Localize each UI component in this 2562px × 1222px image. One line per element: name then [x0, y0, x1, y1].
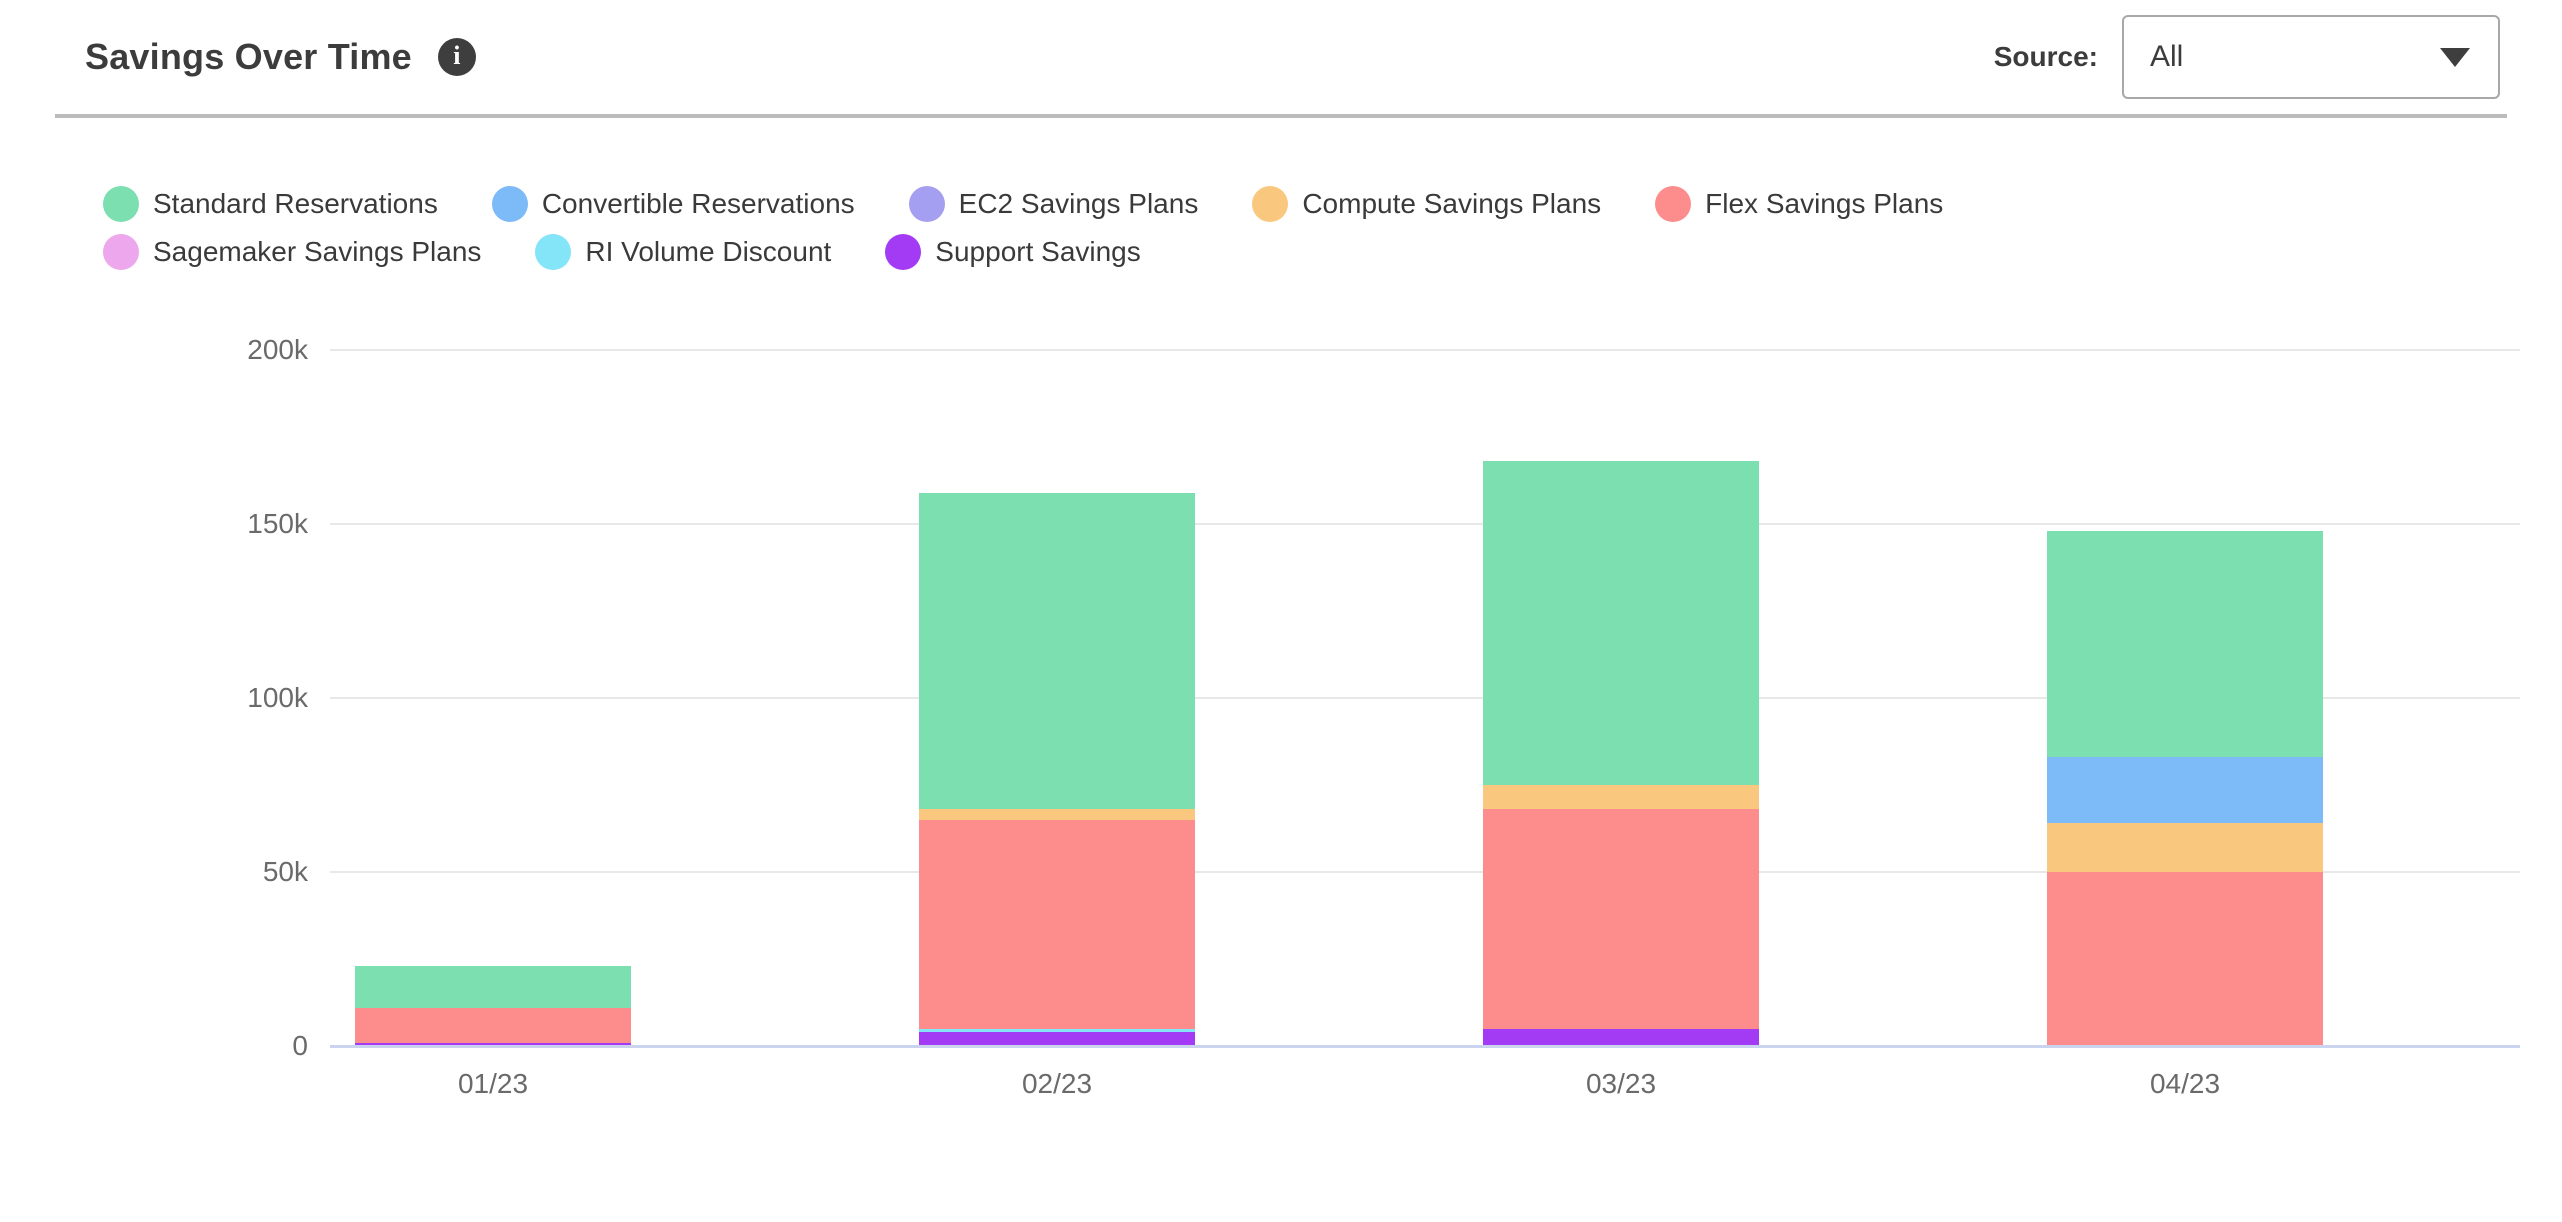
legend-label: Flex Savings Plans: [1705, 188, 1944, 219]
gridline-150k: [330, 523, 2520, 525]
source-dropdown[interactable]: All: [2122, 15, 2500, 99]
bar-segment-standard-reservations-01-23[interactable]: [355, 965, 631, 1008]
bar-segment-support-savings-03-23[interactable]: [1483, 1028, 1759, 1046]
legend-label: Standard Reservations: [153, 188, 438, 219]
legend-label: EC2 Savings Plans: [958, 188, 1199, 219]
legend-dot-icon: [103, 186, 139, 222]
header-divider: [55, 114, 2507, 118]
legend-item-support-savings[interactable]: Support Savings: [885, 234, 1141, 270]
source-filter: Source: All: [1994, 15, 2500, 99]
x-axis-baseline: [330, 1045, 2520, 1048]
bar-segment-support-savings-02-23[interactable]: [919, 1032, 1195, 1046]
legend-dot-icon: [885, 234, 922, 270]
source-dropdown-value: All: [2150, 40, 2184, 73]
gridline-100k: [330, 697, 2520, 699]
bar-segment-compute-savings-plans-04-23[interactable]: [2047, 823, 2323, 872]
legend-dot-icon: [1252, 186, 1289, 222]
chart-legend: Standard Reservations Convertible Reserva…: [103, 186, 2063, 270]
bar-segment-ri-volume-discount-02-23[interactable]: [919, 1028, 1195, 1033]
legend-item-standard-reservations[interactable]: Standard Reservations: [103, 186, 438, 222]
bar-segment-compute-savings-plans-03-23[interactable]: [1483, 785, 1759, 810]
y-axis-tick-label: 100k: [247, 682, 308, 713]
legend-dot-icon: [103, 234, 139, 270]
y-axis-tick-label: 50k: [262, 856, 308, 887]
info-icon[interactable]: i: [437, 38, 476, 76]
source-label: Source:: [1993, 41, 2098, 72]
legend-label: Compute Savings Plans: [1302, 188, 1602, 219]
legend-dot-icon: [535, 234, 572, 270]
bar-segment-standard-reservations-03-23[interactable]: [1483, 461, 1759, 785]
x-axis-tick-label: 01/23: [457, 1068, 529, 1099]
legend-label: RI Volume Discount: [585, 236, 832, 267]
y-axis-tick-label: 150k: [247, 508, 308, 539]
bar-segment-standard-reservations-04-23[interactable]: [2047, 530, 2323, 758]
y-axis-tick-label: 0: [292, 1030, 308, 1061]
page-title: Savings Over Time: [85, 36, 412, 77]
legend-label: Sagemaker Savings Plans: [153, 236, 482, 267]
gridline-50k: [330, 871, 2520, 873]
bar-segment-support-savings-01-23[interactable]: [355, 1042, 631, 1046]
legend-label: Support Savings: [935, 236, 1141, 267]
x-axis-tick-label: 02/23: [1021, 1068, 1093, 1099]
legend-item-ec2-savings-plans[interactable]: EC2 Savings Plans: [908, 186, 1199, 222]
legend-dot-icon: [1655, 186, 1692, 222]
legend-dot-icon: [491, 186, 528, 222]
panel-header: Savings Over Time i Source: All: [0, 0, 2562, 114]
legend-dot-icon: [908, 186, 945, 222]
x-axis-tick-label: 04/23: [2149, 1068, 2221, 1099]
x-axis-tick-label: 03/23: [1585, 1068, 1657, 1099]
bar-segment-compute-savings-plans-02-23[interactable]: [919, 809, 1195, 820]
legend-label: Convertible Reservations: [541, 188, 855, 219]
bar-segment-flex-savings-plans-01-23[interactable]: [355, 1007, 631, 1043]
legend-item-sagemaker-savings-plans[interactable]: Sagemaker Savings Plans: [103, 234, 481, 270]
bar-segment-flex-savings-plans-04-23[interactable]: [2047, 872, 2323, 1046]
gridline-200k: [330, 349, 2520, 351]
legend-item-convertible-reservations[interactable]: Convertible Reservations: [491, 186, 855, 222]
legend-item-compute-savings-plans[interactable]: Compute Savings Plans: [1252, 186, 1601, 222]
legend-item-ri-volume-discount[interactable]: RI Volume Discount: [535, 234, 831, 270]
info-icon-glyph: i: [453, 41, 461, 70]
bar-segment-flex-savings-plans-03-23[interactable]: [1483, 809, 1759, 1029]
legend-item-flex-savings-plans[interactable]: Flex Savings Plans: [1655, 186, 1943, 222]
title-wrap: Savings Over Time i: [85, 36, 476, 78]
chevron-down-icon: [2440, 47, 2470, 67]
bar-segment-flex-savings-plans-02-23[interactable]: [919, 819, 1195, 1029]
bar-segment-convertible-reservations-04-23[interactable]: [2047, 757, 2323, 824]
y-axis-tick-label: 200k: [247, 334, 308, 365]
bar-segment-standard-reservations-02-23[interactable]: [919, 492, 1195, 810]
